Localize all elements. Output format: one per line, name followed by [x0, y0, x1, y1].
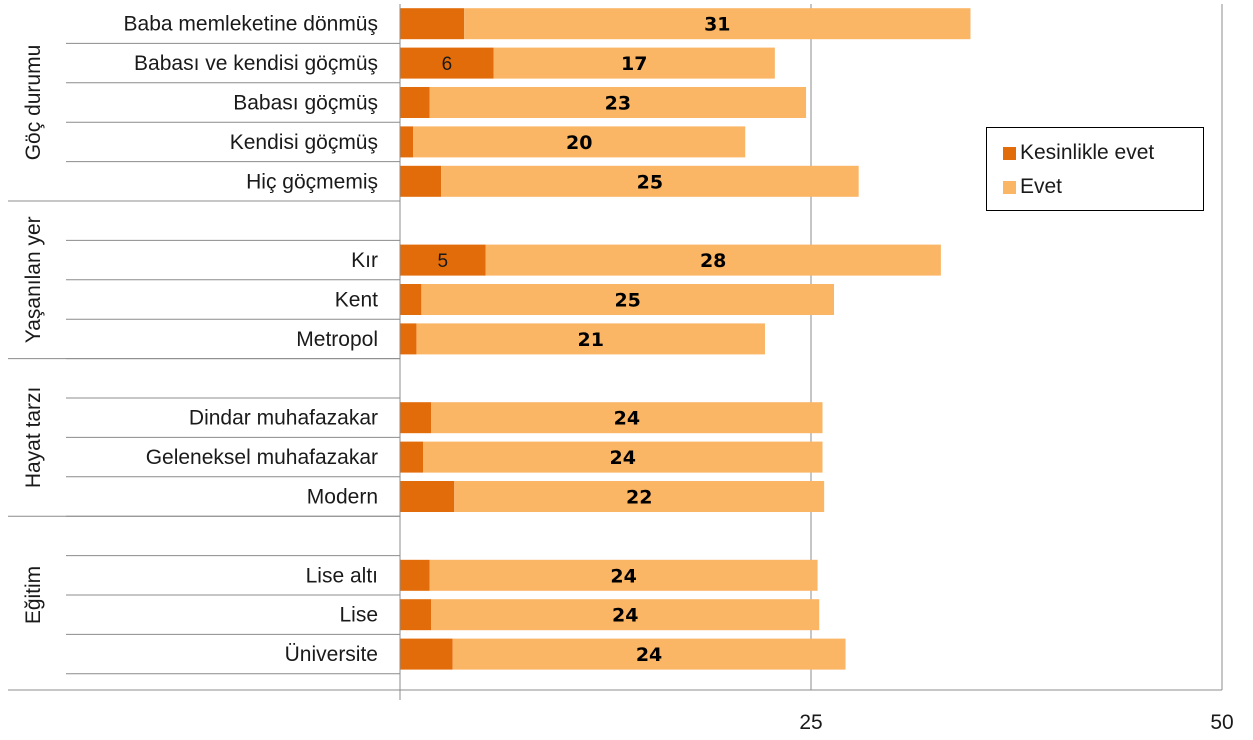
category-label: Kendisi göçmüş	[230, 131, 378, 154]
category-label: Metropol	[296, 328, 378, 351]
category-label: Modern	[307, 486, 378, 509]
bar-kesinlikle-evet	[400, 165, 442, 197]
bar-kesinlikle-evet	[400, 638, 453, 670]
bar-evet	[485, 244, 941, 276]
group-label: Yaşanılan yer	[22, 216, 45, 343]
bar-evet	[454, 481, 825, 512]
category-label: Babası göçmüş	[233, 92, 378, 115]
group-label: Göç durumu	[22, 45, 45, 161]
bar-evet	[416, 323, 765, 355]
data-label-evet: 31	[704, 14, 730, 36]
data-label-evet: 25	[614, 290, 640, 312]
category-label: Dindar muhafazakar	[189, 407, 378, 430]
category-label: Babası ve kendisi göçmüş	[134, 52, 378, 75]
category-label: Hiç göçmemiş	[246, 170, 378, 193]
bar-kesinlikle-evet	[400, 481, 455, 512]
bar-kesinlikle-evet	[400, 244, 486, 276]
bar-evet	[493, 47, 775, 79]
x-tick-label-50: 50	[1210, 711, 1233, 734]
bar-kesinlikle-evet	[400, 323, 417, 355]
data-label-evet: 24	[636, 644, 662, 666]
data-label-evet: 20	[566, 132, 592, 154]
bar-kesinlikle-evet	[400, 599, 432, 631]
category-label: Baba memleketine dönmüş	[124, 13, 378, 36]
bar-evet	[452, 638, 846, 670]
bar-evet	[431, 402, 823, 434]
data-label-evet: 22	[626, 487, 652, 509]
category-label: Kır	[351, 249, 378, 272]
category-label: Kent	[335, 289, 378, 312]
category-label: Lise	[339, 604, 378, 627]
legend-swatch-evet	[1003, 180, 1016, 194]
bar-evet	[441, 165, 859, 197]
bar-evet	[423, 441, 823, 473]
data-label-evet: 24	[614, 408, 640, 430]
legend-item-evet: Evet	[1003, 173, 1062, 201]
bar-evet	[431, 599, 820, 631]
bar-kesinlikle-evet	[400, 559, 430, 591]
data-label-kesinlikle-evet: 5	[437, 251, 448, 272]
bar-evet	[464, 8, 971, 40]
category-label: Geleneksel muhafazakar	[146, 446, 378, 469]
data-label-evet: 25	[637, 171, 663, 193]
group-label: Eğitim	[22, 566, 45, 624]
bar-evet	[429, 87, 807, 118]
x-tick-label-25: 25	[799, 711, 822, 734]
data-label-evet: 21	[577, 329, 603, 351]
bar-kesinlikle-evet	[400, 87, 430, 118]
data-label-kesinlikle-evet: 6	[442, 54, 453, 75]
bar-kesinlikle-evet	[400, 402, 432, 434]
data-label-evet: 24	[610, 565, 636, 587]
bar-kesinlikle-evet	[400, 47, 494, 79]
data-label-evet: 28	[700, 250, 726, 272]
legend: Kesinlikle evet Evet	[986, 127, 1204, 211]
axes: 25 50	[8, 4, 1234, 734]
bar-kesinlikle-evet	[400, 8, 465, 40]
bar-evet	[413, 126, 746, 158]
bar-evet	[429, 559, 818, 591]
bars	[400, 8, 971, 670]
legend-label-kesinlikle-evet: Kesinlikle evet	[1020, 141, 1155, 164]
data-label-evet: 17	[621, 53, 647, 75]
bar-evet	[421, 284, 835, 315]
data-labels: 31 6 17 23 20 25 5 28 25 21 24 24 22 24 24 24	[437, 14, 730, 666]
legend-swatch-kesinlikle-evet	[1003, 146, 1016, 160]
bar-kesinlikle-evet	[400, 126, 414, 158]
bar-kesinlikle-evet	[400, 441, 424, 473]
category-labels: Baba memleketine dönmüş Babası ve kendisi…	[22, 13, 378, 666]
legend-label-evet: Evet	[1020, 175, 1063, 198]
group-label: Hayat tarzı	[22, 387, 45, 489]
data-label-evet: 24	[612, 605, 638, 627]
bar-kesinlikle-evet	[400, 284, 422, 315]
gridlines	[810, 4, 1223, 690]
legend-item-kesinlikle-evet: Kesinlikle evet	[1003, 139, 1154, 167]
data-label-evet: 24	[610, 447, 636, 469]
data-label-evet: 23	[605, 93, 631, 115]
category-label: Üniversite	[285, 643, 378, 666]
category-label: Lise altı	[306, 564, 378, 587]
